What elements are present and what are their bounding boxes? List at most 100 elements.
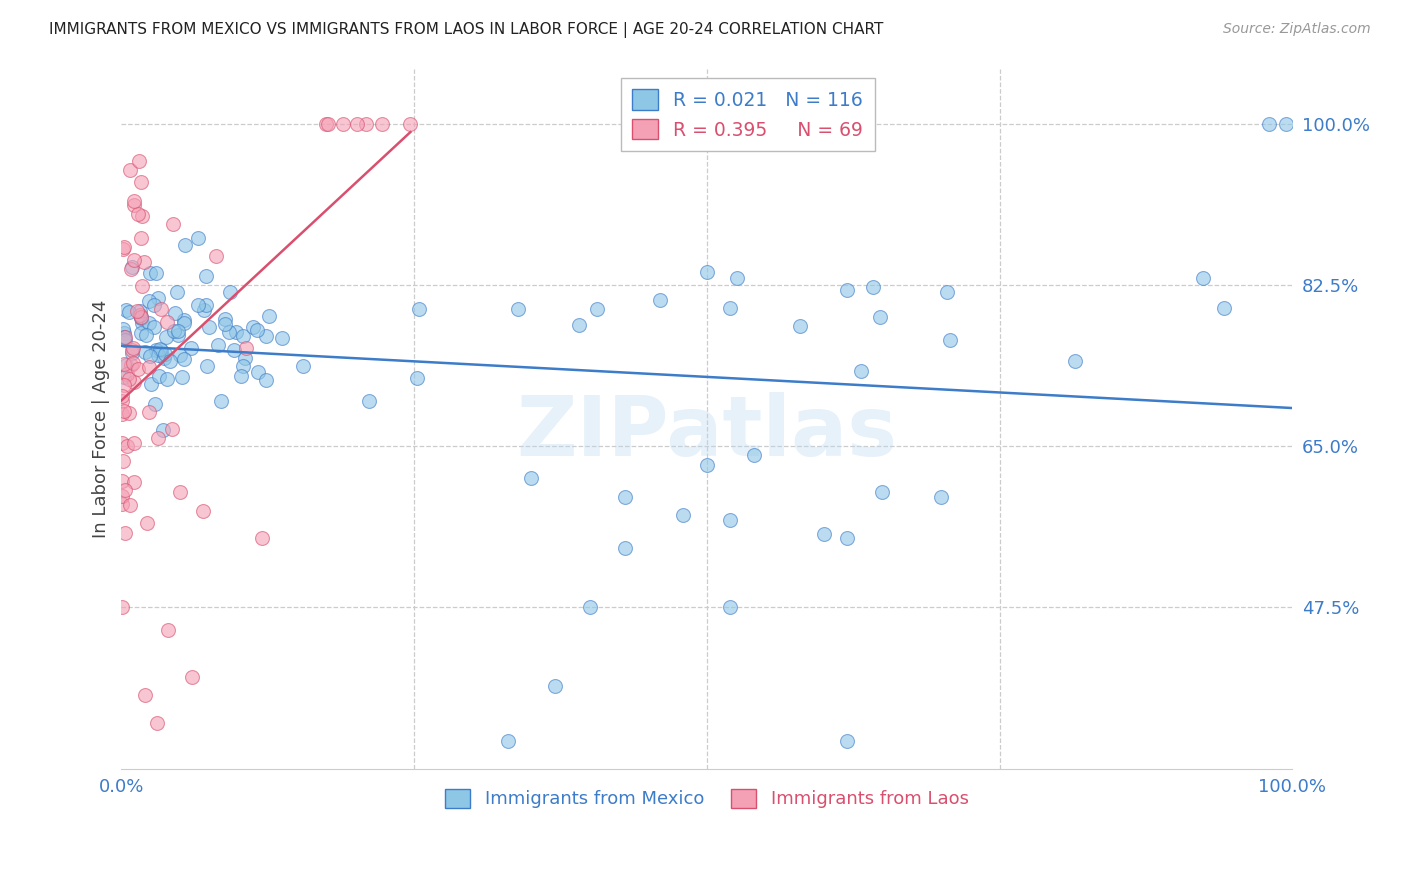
- Point: [117, 367, 139, 381]
- Point: [114, 359, 136, 373]
- Point: [112, 326, 135, 340]
- Point: [114, 525, 136, 540]
- Point: [162, 217, 184, 231]
- Point: [160, 422, 183, 436]
- Point: [120, 358, 142, 372]
- Point: [173, 316, 195, 330]
- Point: [1192, 271, 1215, 285]
- Point: [718, 600, 741, 615]
- Point: [111, 489, 134, 503]
- Point: [118, 305, 141, 319]
- Point: [520, 471, 543, 485]
- Point: [259, 309, 281, 323]
- Point: [578, 600, 600, 615]
- Point: [146, 431, 169, 445]
- Point: [129, 310, 152, 324]
- Point: [271, 331, 294, 345]
- Point: [121, 356, 143, 370]
- Point: [112, 242, 135, 256]
- Point: [112, 370, 135, 384]
- Point: [1275, 117, 1298, 131]
- Point: [242, 319, 264, 334]
- Point: [173, 238, 195, 252]
- Point: [157, 624, 180, 638]
- Point: [1212, 301, 1234, 316]
- Point: [869, 310, 891, 325]
- Point: [143, 298, 166, 312]
- Point: [672, 508, 695, 523]
- Point: [405, 371, 427, 385]
- Point: [122, 475, 145, 489]
- Point: [508, 301, 530, 316]
- Point: [354, 117, 377, 131]
- Point: [837, 532, 859, 546]
- Point: [408, 302, 430, 317]
- Point: [135, 327, 157, 342]
- Point: [496, 734, 519, 748]
- Point: [159, 353, 181, 368]
- Point: [145, 266, 167, 280]
- Point: [696, 265, 718, 279]
- Point: [135, 516, 157, 531]
- Point: [153, 351, 176, 366]
- Point: [112, 329, 135, 343]
- Point: [145, 715, 167, 730]
- Point: [165, 306, 187, 320]
- Point: [111, 407, 134, 421]
- Point: [291, 359, 314, 374]
- Point: [112, 454, 135, 468]
- Point: [121, 343, 143, 357]
- Point: [197, 320, 219, 334]
- Point: [152, 423, 174, 437]
- Point: [254, 329, 277, 343]
- Point: [129, 230, 152, 244]
- Point: [122, 436, 145, 450]
- Point: [193, 504, 215, 518]
- Point: [127, 207, 149, 221]
- Point: [233, 351, 256, 366]
- Point: [939, 333, 962, 347]
- Point: [613, 490, 636, 504]
- Point: [235, 341, 257, 355]
- Point: [346, 117, 368, 131]
- Point: [112, 333, 135, 347]
- Point: [111, 600, 134, 615]
- Point: [180, 669, 202, 683]
- Point: [254, 373, 277, 387]
- Point: [150, 301, 173, 316]
- Point: [112, 240, 135, 254]
- Point: [232, 328, 254, 343]
- Point: [129, 308, 152, 322]
- Point: [111, 388, 134, 402]
- Point: [131, 279, 153, 293]
- Point: [128, 303, 150, 318]
- Point: [862, 280, 884, 294]
- Point: [122, 198, 145, 212]
- Point: [118, 372, 141, 386]
- Point: [167, 327, 190, 342]
- Point: [568, 318, 591, 333]
- Point: [872, 485, 894, 500]
- Point: [250, 532, 273, 546]
- Point: [131, 310, 153, 325]
- Point: [134, 688, 156, 702]
- Point: [246, 323, 269, 337]
- Point: [357, 394, 380, 409]
- Point: [128, 154, 150, 169]
- Point: [139, 376, 162, 391]
- Point: [149, 343, 172, 357]
- Point: [315, 117, 337, 131]
- Point: [112, 357, 135, 371]
- Point: [232, 359, 254, 374]
- Point: [586, 302, 609, 317]
- Point: [146, 291, 169, 305]
- Point: [613, 541, 636, 555]
- Point: [193, 303, 215, 318]
- Point: [169, 485, 191, 500]
- Point: [650, 293, 672, 307]
- Point: [187, 230, 209, 244]
- Point: [929, 490, 952, 504]
- Point: [166, 324, 188, 338]
- Point: [172, 370, 194, 384]
- Point: [371, 117, 394, 131]
